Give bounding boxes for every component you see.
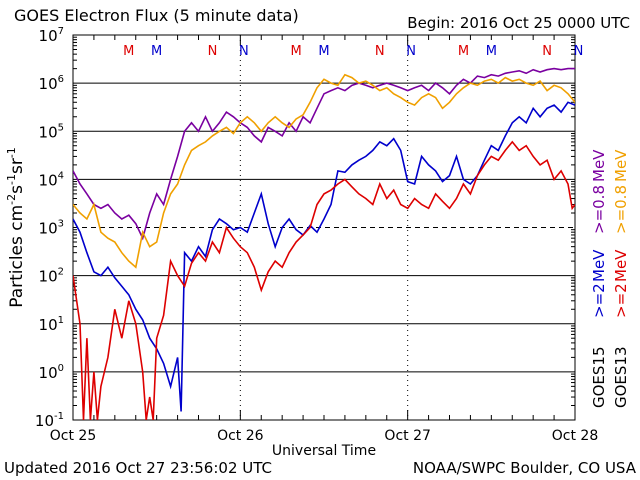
mn-marker: M [458, 44, 469, 59]
legend-entry: >=2 [612, 283, 630, 318]
legend-unit: MeV [590, 249, 608, 282]
y-axis-label: Particles cm-2s-1sr-1 [5, 147, 27, 308]
mn-marker: N [208, 44, 218, 59]
y-tick-label: 103 [39, 219, 64, 238]
mn-marker: N [239, 44, 249, 59]
legend-entry: >=2 [590, 283, 608, 318]
x-axis-label: Universal Time [272, 443, 376, 459]
credit-label: NOAA/SWPC Boulder, CO USA [412, 459, 636, 477]
y-tick-label: 104 [39, 170, 64, 189]
mn-marker: N [406, 44, 416, 59]
mn-marker: M [291, 44, 302, 59]
y-tick-label: 102 [39, 267, 64, 286]
legend-satellite: GOES13 [612, 346, 630, 408]
series-line [73, 140, 575, 420]
mn-marker: N [375, 44, 385, 59]
mn-marker: M [486, 44, 497, 59]
begin-time-label: Begin: 2016 Oct 25 0000 UTC [407, 14, 630, 32]
legend-unit: MeV [612, 249, 630, 282]
legend-entry: >=0.8 [612, 185, 630, 234]
updated-timestamp: Updated 2016 Oct 27 23:56:02 UTC [4, 459, 272, 477]
y-tick-label: 106 [39, 74, 64, 93]
mn-marker: M [123, 44, 134, 59]
legend-unit: MeV [590, 149, 608, 182]
x-tick-label: Oct 28 [552, 428, 598, 444]
mn-marker: N [542, 44, 552, 59]
legend-unit: MeV [612, 149, 630, 182]
x-tick-label: Oct 26 [217, 428, 264, 444]
y-tick-label: 105 [39, 122, 64, 141]
y-tick-label: 100 [39, 363, 64, 382]
series-line [73, 101, 575, 412]
mn-marker: N [574, 44, 584, 59]
mn-marker: M [318, 44, 329, 59]
y-tick-label: 101 [39, 315, 64, 334]
legend-entry: >=0.8 [590, 185, 608, 234]
mn-marker: M [151, 44, 162, 59]
x-tick-label: Oct 27 [384, 428, 430, 444]
series-line [73, 67, 575, 241]
legend-satellite: GOES15 [590, 346, 608, 408]
chart-title: GOES Electron Flux (5 minute data) [14, 6, 299, 25]
y-tick-label: 107 [39, 26, 64, 45]
y-tick-label: 10-1 [35, 411, 64, 430]
series-line [73, 73, 575, 269]
x-tick-label: Oct 25 [50, 428, 96, 444]
